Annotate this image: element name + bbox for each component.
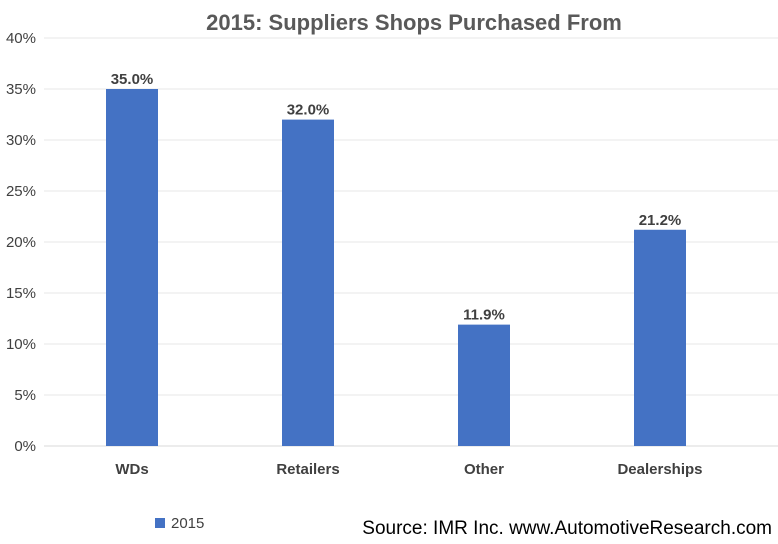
data-label: 11.9% bbox=[463, 307, 505, 324]
bar bbox=[458, 324, 510, 446]
y-tick-label: 20% bbox=[6, 234, 36, 251]
y-tick-label: 35% bbox=[6, 81, 36, 98]
bar bbox=[634, 229, 686, 446]
legend-label: 2015 bbox=[171, 515, 204, 532]
data-label: 21.2% bbox=[639, 212, 682, 229]
y-tick-label: 0% bbox=[14, 438, 36, 455]
chart-title: 2015: Suppliers Shops Purchased From bbox=[206, 10, 622, 35]
data-label: 32.0% bbox=[287, 102, 330, 119]
y-tick-label: 40% bbox=[6, 30, 36, 47]
source-note: Source: IMR Inc. www.AutomotiveResearch.… bbox=[362, 518, 772, 539]
bar bbox=[282, 119, 334, 446]
bar bbox=[106, 89, 158, 446]
y-tick-label: 5% bbox=[14, 387, 36, 404]
legend-swatch bbox=[155, 518, 165, 528]
y-tick-label: 10% bbox=[6, 336, 36, 353]
category-label: Other bbox=[464, 461, 504, 478]
y-tick-label: 30% bbox=[6, 132, 36, 149]
legend: 2015 bbox=[155, 515, 204, 532]
category-label: WDs bbox=[115, 461, 148, 478]
y-axis-ticks: 0% 5% 10% 15% 20% 25% 30% 35% 40% bbox=[6, 30, 36, 455]
data-label: 35.0% bbox=[111, 71, 154, 88]
y-tick-label: 25% bbox=[6, 183, 36, 200]
category-label: Retailers bbox=[276, 461, 339, 478]
data-labels: 35.0% 32.0% 11.9% 21.2% bbox=[111, 71, 682, 324]
gridlines bbox=[44, 37, 778, 447]
category-labels: WDs Retailers Other Dealerships bbox=[115, 461, 702, 478]
bars bbox=[106, 89, 686, 446]
category-label: Dealerships bbox=[617, 461, 702, 478]
y-tick-label: 15% bbox=[6, 285, 36, 302]
